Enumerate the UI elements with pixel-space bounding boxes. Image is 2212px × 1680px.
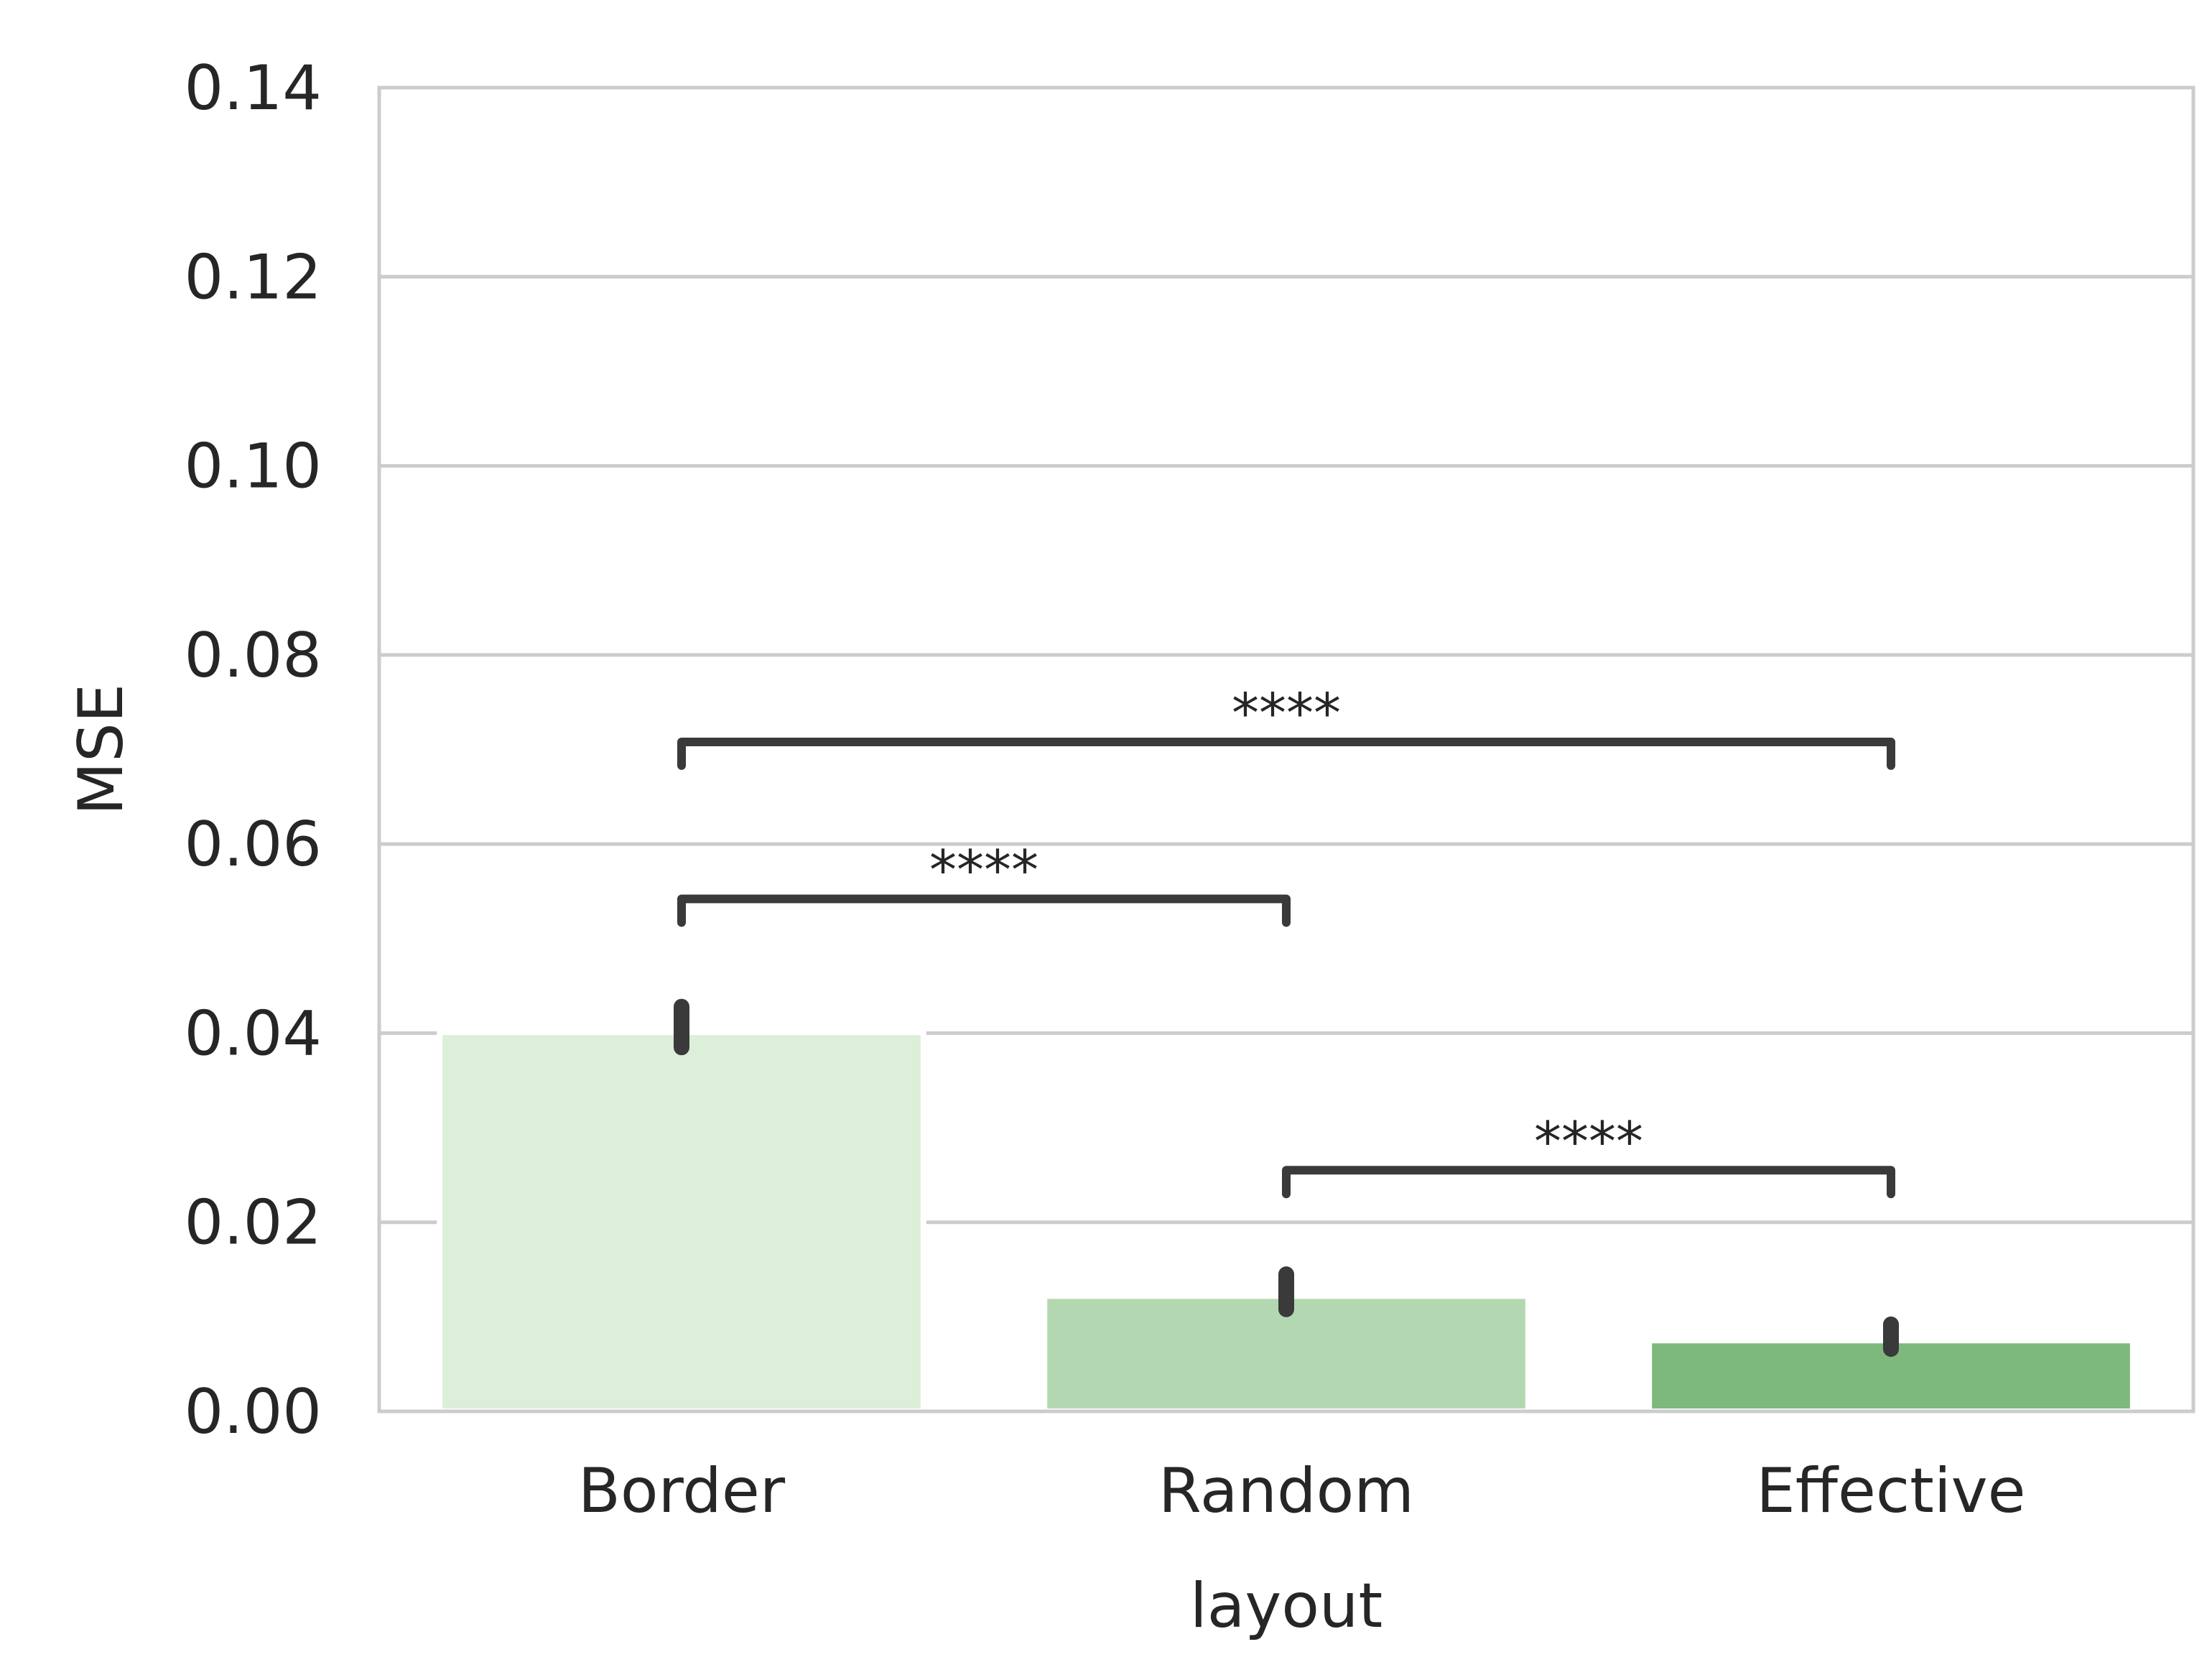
significance-label: **** xyxy=(1232,681,1341,745)
x-tick-label: Effective xyxy=(1756,1455,2025,1527)
y-tick-label: 0.14 xyxy=(185,52,322,124)
significance-bracket xyxy=(1282,1166,1895,1199)
significance-bracket xyxy=(677,894,1291,927)
significance-annotation-layer: **** **** **** xyxy=(677,681,1895,1199)
x-axis-title: layout xyxy=(1190,1570,1382,1642)
x-tick-labels: Border Random Effective xyxy=(578,1455,2026,1527)
y-tick-label: 0.08 xyxy=(185,620,322,692)
x-tick-label: Border xyxy=(578,1455,786,1527)
y-axis-title: MSE xyxy=(65,684,137,815)
y-tick-labels: 0.00 0.02 0.04 0.06 0.08 0.10 0.12 0.14 xyxy=(185,52,322,1448)
significance-bracket xyxy=(677,737,1895,770)
error-bar-layer xyxy=(674,998,1899,1358)
y-tick-label: 0.10 xyxy=(185,431,322,503)
axes-frame xyxy=(377,85,2195,1414)
y-tick-label: 0.02 xyxy=(185,1187,322,1259)
significance-label: **** xyxy=(1534,1109,1643,1173)
significance-label: **** xyxy=(929,837,1038,901)
y-tick-label: 0.00 xyxy=(185,1376,322,1448)
plot-frame xyxy=(377,85,2195,1414)
y-tick-label: 0.04 xyxy=(185,998,322,1069)
y-tick-label: 0.12 xyxy=(185,241,322,313)
bar-border xyxy=(437,1029,926,1415)
x-tick-label: Random xyxy=(1158,1455,1414,1527)
y-tick-label: 0.06 xyxy=(185,809,322,881)
